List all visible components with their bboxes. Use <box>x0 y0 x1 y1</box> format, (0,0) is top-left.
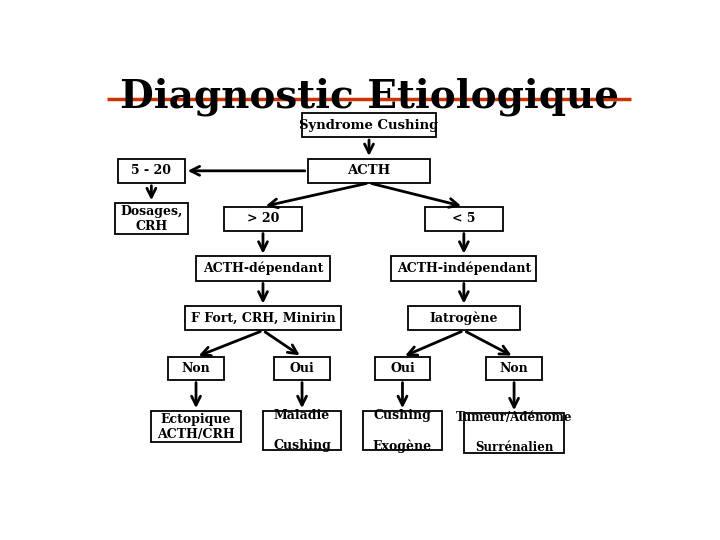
FancyBboxPatch shape <box>364 411 441 450</box>
Text: Syndrome Cushing: Syndrome Cushing <box>300 119 438 132</box>
Text: < 5: < 5 <box>452 212 476 225</box>
Text: ACTH: ACTH <box>347 164 391 177</box>
Text: F Fort, CRH, Minirin: F Fort, CRH, Minirin <box>191 312 336 325</box>
FancyBboxPatch shape <box>486 357 542 380</box>
Text: ACTH-dépendant: ACTH-dépendant <box>203 262 323 275</box>
FancyBboxPatch shape <box>263 411 341 450</box>
FancyBboxPatch shape <box>425 207 503 231</box>
Text: Oui: Oui <box>390 362 415 375</box>
FancyBboxPatch shape <box>302 113 436 137</box>
FancyBboxPatch shape <box>168 357 224 380</box>
Text: Dosages,
CRH: Dosages, CRH <box>120 205 183 233</box>
Text: Oui: Oui <box>289 362 315 375</box>
Text: Non: Non <box>181 362 210 375</box>
Text: > 20: > 20 <box>247 212 279 225</box>
FancyBboxPatch shape <box>392 256 536 281</box>
Text: ACTH-indépendant: ACTH-indépendant <box>397 262 531 275</box>
FancyBboxPatch shape <box>307 159 431 183</box>
FancyBboxPatch shape <box>115 203 188 234</box>
FancyBboxPatch shape <box>464 413 564 453</box>
Text: Ectopique
ACTH/CRH: Ectopique ACTH/CRH <box>157 413 235 441</box>
Text: Diagnostic Etiologique: Diagnostic Etiologique <box>120 77 618 116</box>
Text: Tumeur/Adénome

Surrénalien: Tumeur/Adénome Surrénalien <box>456 411 572 454</box>
FancyBboxPatch shape <box>118 159 185 183</box>
FancyBboxPatch shape <box>374 357 431 380</box>
Text: Cushing

Exogène: Cushing Exogène <box>373 409 432 453</box>
Text: Non: Non <box>500 362 528 375</box>
Text: Iatrogène: Iatrogène <box>430 312 498 325</box>
Text: 5 - 20: 5 - 20 <box>131 164 171 177</box>
FancyBboxPatch shape <box>274 357 330 380</box>
Text: Maladie

Cushing: Maladie Cushing <box>273 409 331 452</box>
FancyBboxPatch shape <box>185 306 341 330</box>
FancyBboxPatch shape <box>224 207 302 231</box>
FancyBboxPatch shape <box>196 256 330 281</box>
FancyBboxPatch shape <box>151 411 240 442</box>
FancyBboxPatch shape <box>408 306 520 330</box>
